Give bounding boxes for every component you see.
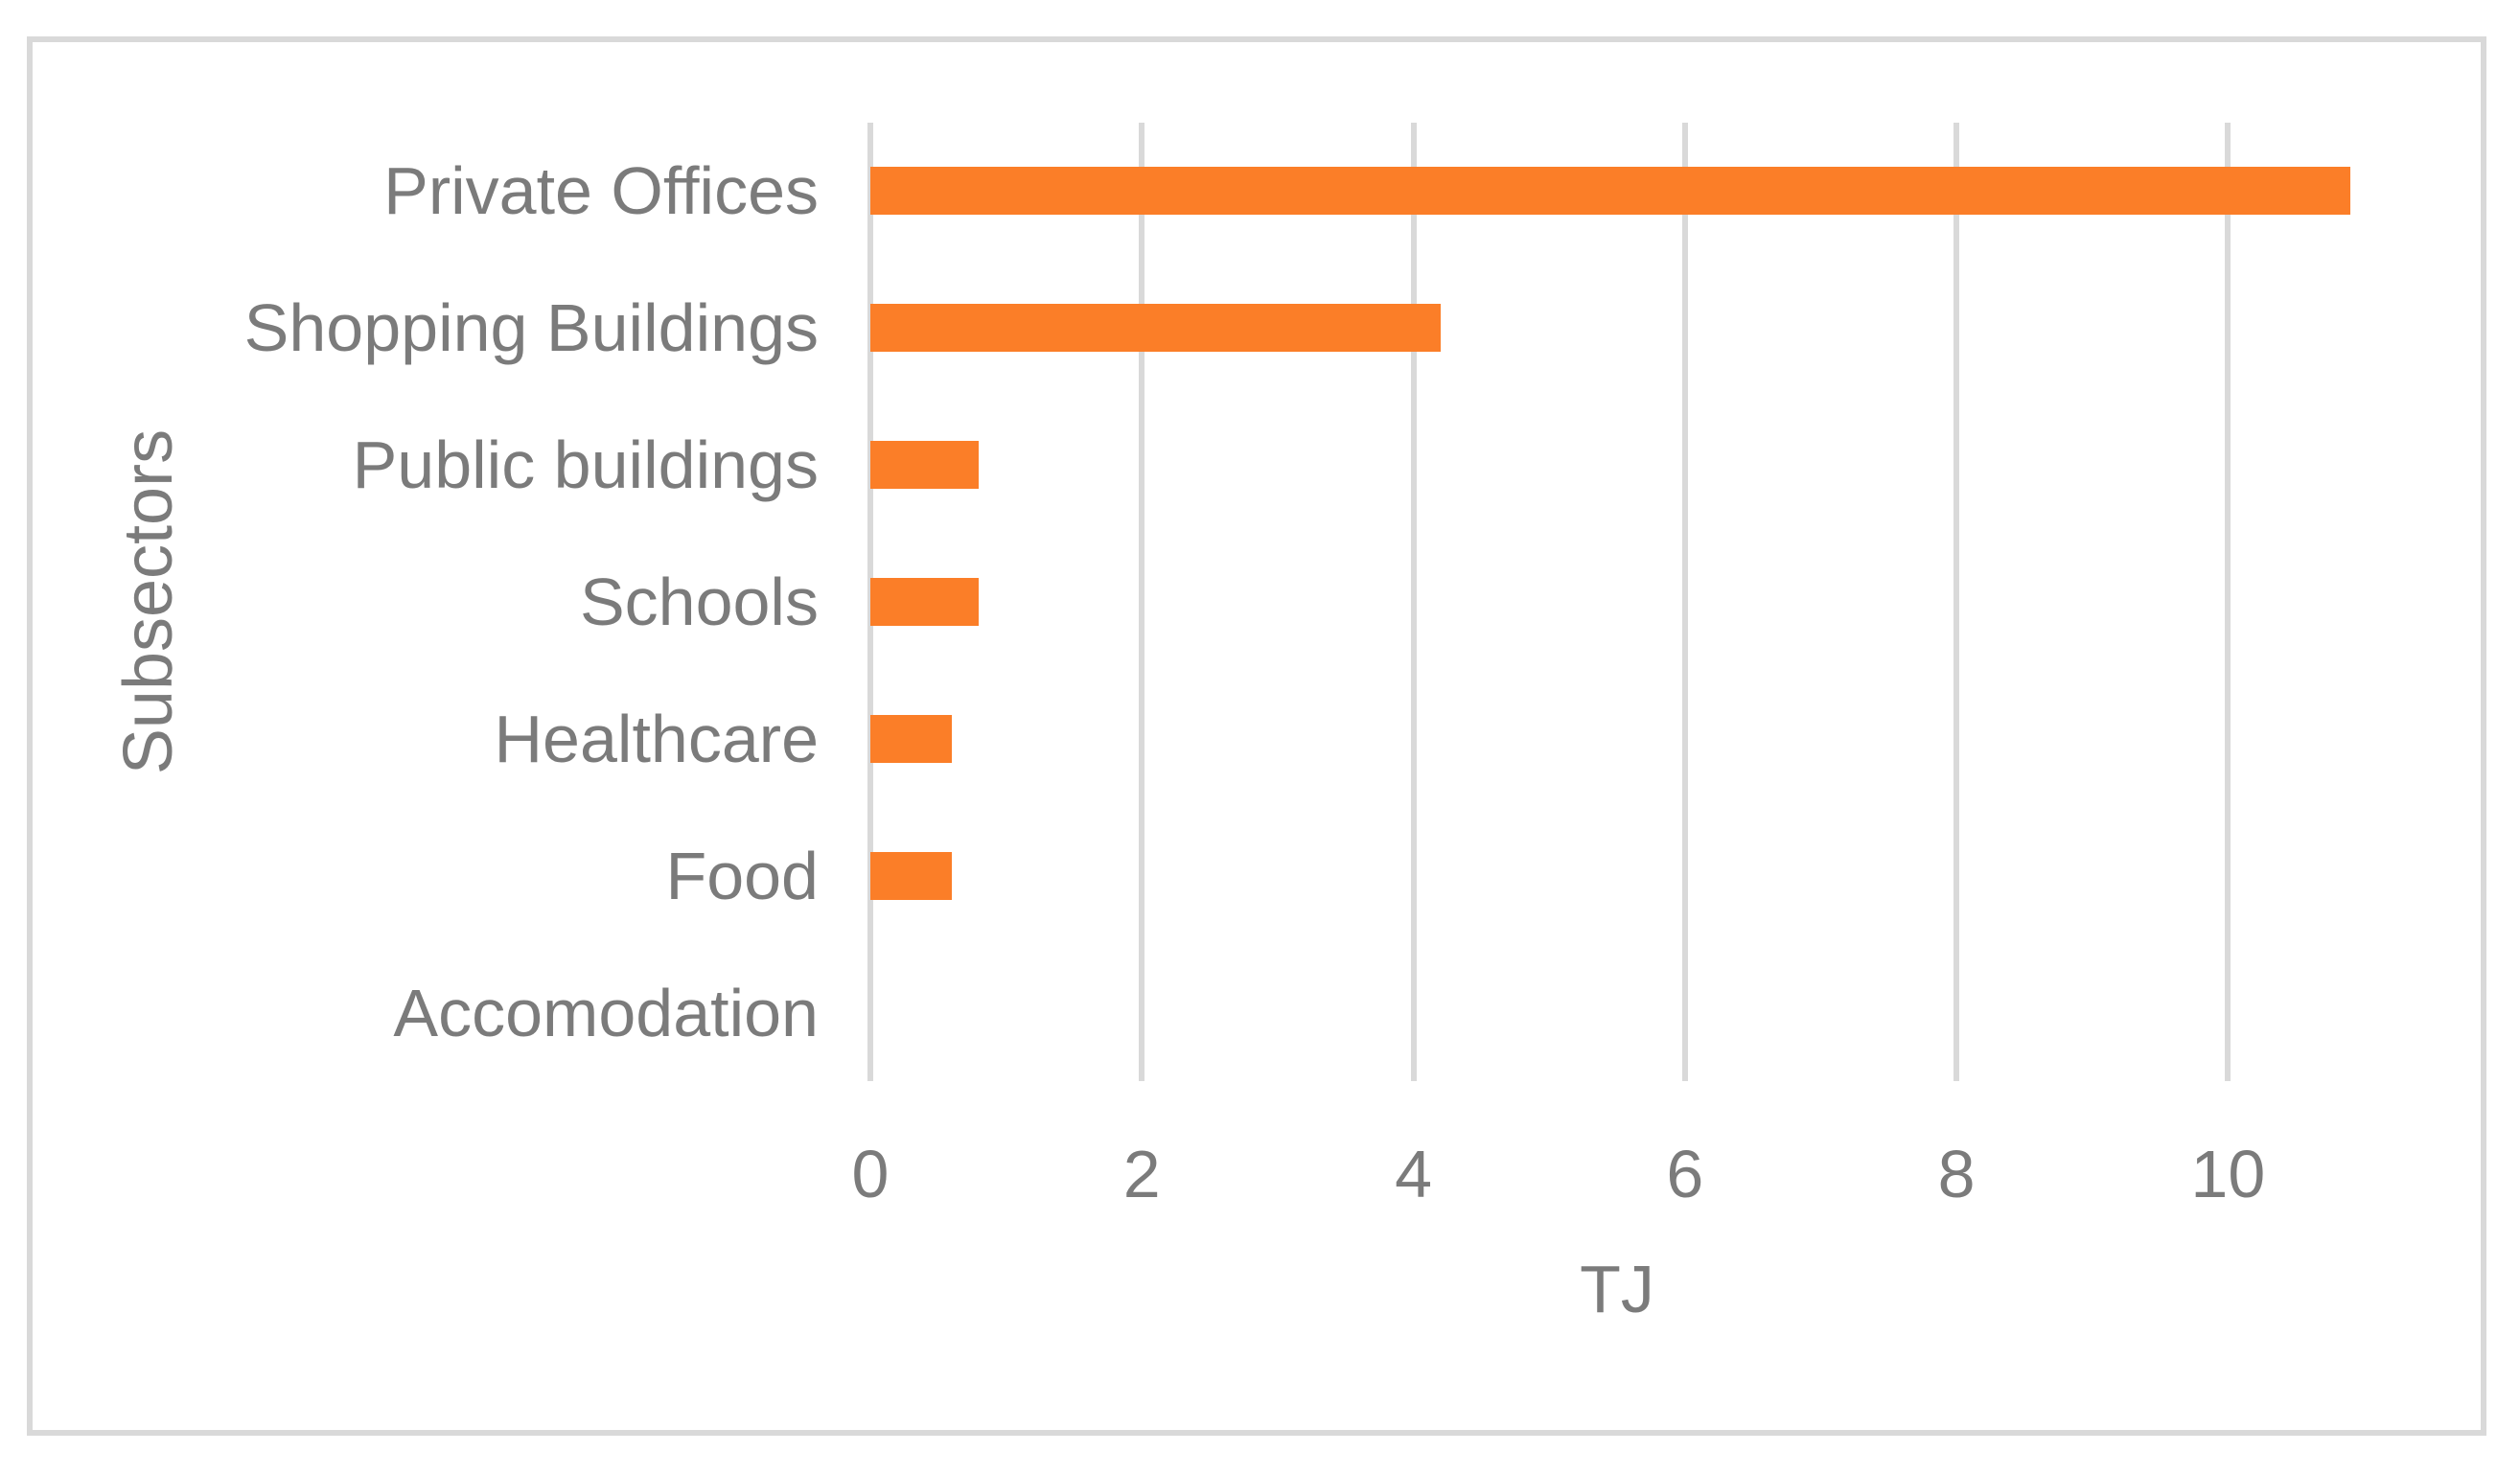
bar-healthcare <box>870 714 952 763</box>
x-axis-title: TJ <box>1580 1252 1654 1326</box>
x-tick-label: 8 <box>1937 1137 1976 1211</box>
x-axis-tick-labels: 0 2 4 6 8 10 <box>852 1136 2364 1212</box>
chart-border-frame <box>27 36 2486 1436</box>
category-label: Public buildings <box>352 427 819 503</box>
bar-track <box>870 944 2364 1081</box>
bar-row: Public buildings <box>0 397 2364 534</box>
category-label: Healthcare <box>494 701 819 776</box>
gridline <box>1410 123 1417 1081</box>
category-label: Food <box>665 838 819 913</box>
gridline <box>1954 123 1960 1081</box>
bar-row: Private Offices <box>0 123 2364 260</box>
bar-public-buildings <box>870 441 980 490</box>
x-tick-label: 10 <box>2190 1137 2266 1211</box>
bar-track <box>870 534 2364 671</box>
gridline <box>1139 123 1145 1081</box>
x-tick-label: 6 <box>1666 1137 1704 1211</box>
gridline <box>2225 123 2231 1081</box>
bar-track <box>870 260 2364 397</box>
bar-track <box>870 123 2364 260</box>
bar-track <box>870 670 2364 807</box>
x-tick-label: 4 <box>1395 1137 1432 1211</box>
category-label: Shopping Buildings <box>243 290 819 366</box>
bar-private-offices <box>870 167 2350 216</box>
bar-food <box>870 851 952 900</box>
x-tick-label: 0 <box>851 1137 890 1211</box>
bar-track <box>870 807 2364 944</box>
gridline <box>1681 123 1688 1081</box>
y-axis-title: Subsectors <box>110 428 187 775</box>
bar-rows: Private Offices Shopping Buildings Publi… <box>0 123 2364 1081</box>
bar-row: Food <box>0 807 2364 944</box>
bar-track <box>870 397 2364 534</box>
category-label: Schools <box>579 565 819 639</box>
bar-schools <box>870 578 980 626</box>
bar-shopping-buildings <box>870 304 1441 353</box>
category-label: Accomodation <box>393 975 819 1050</box>
bar-row: Healthcare <box>0 670 2364 807</box>
bar-row: Schools <box>0 534 2364 671</box>
bar-row: Shopping Buildings <box>0 260 2364 397</box>
x-tick-label: 2 <box>1122 1137 1161 1211</box>
category-label: Private Offices <box>383 153 819 229</box>
bar-row: Accomodation <box>0 944 2364 1081</box>
